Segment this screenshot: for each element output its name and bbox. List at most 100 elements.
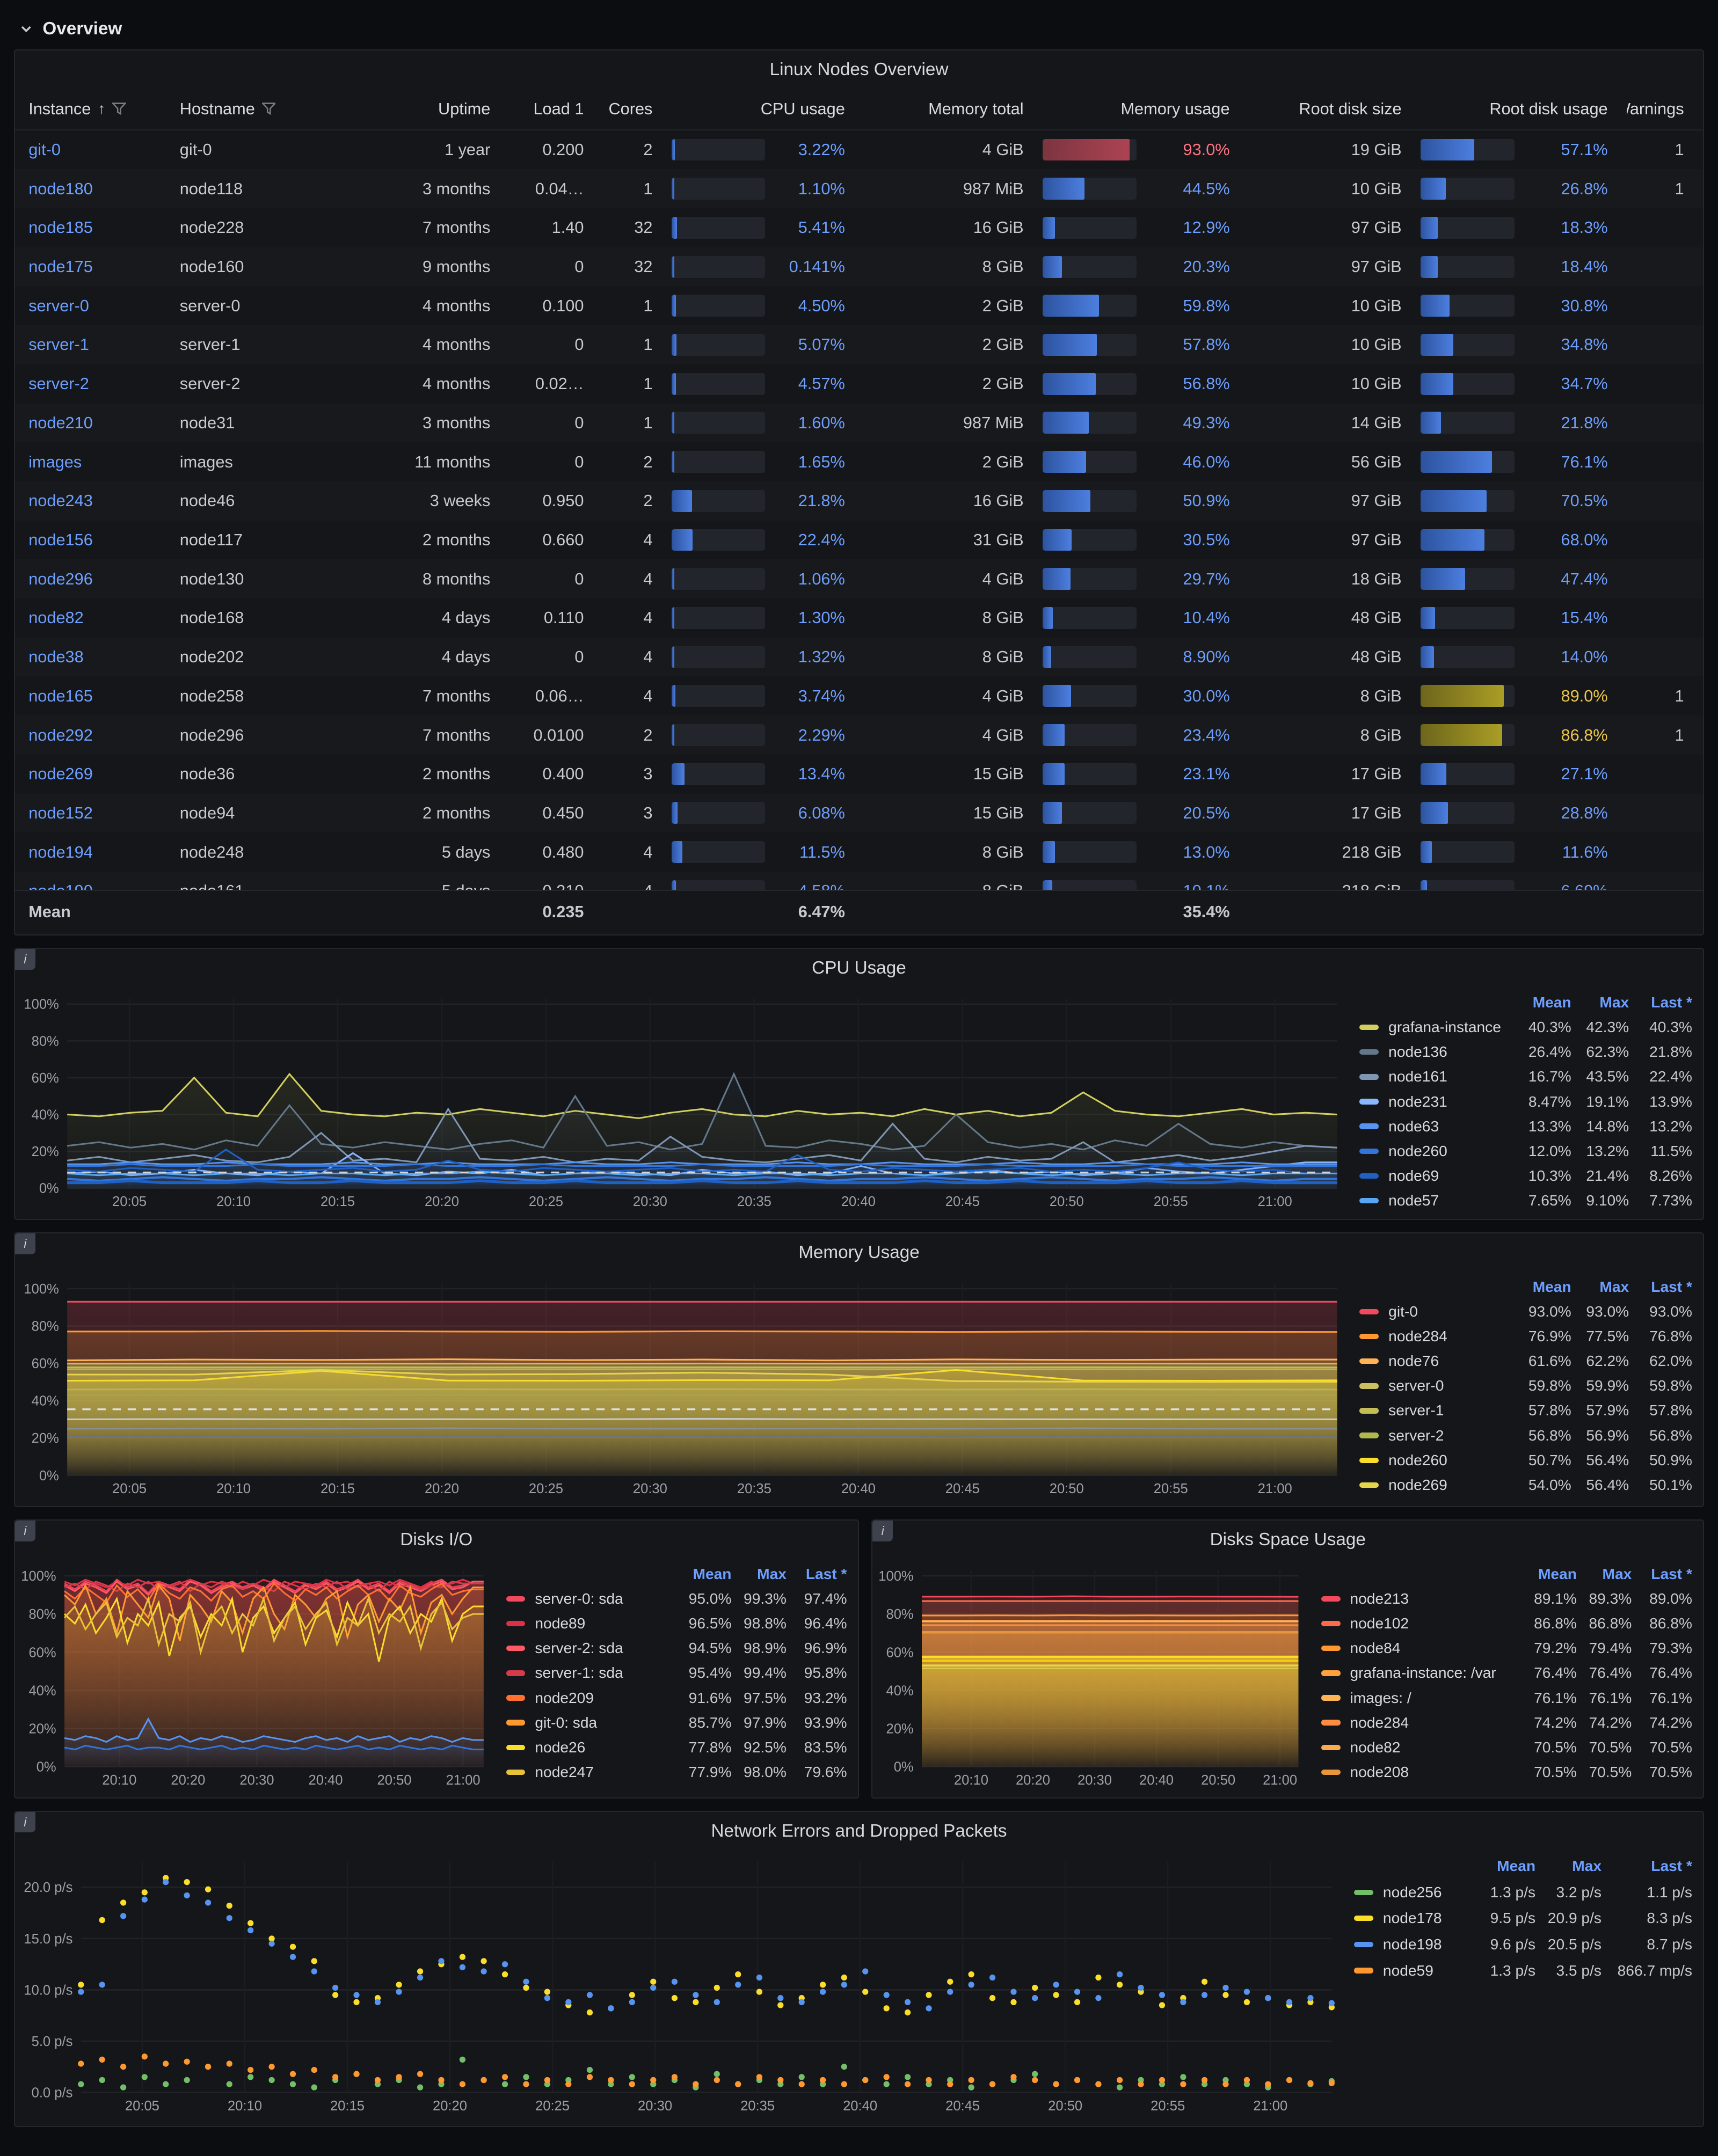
legend-item[interactable]: node284 74.2% 74.2% 74.2%	[1321, 1711, 1692, 1735]
legend-item[interactable]: node284 76.9% 77.5% 76.8%	[1359, 1324, 1692, 1349]
panel-title-disks-io[interactable]: Disks I/O	[400, 1530, 473, 1550]
instance-link[interactable]: node180	[28, 179, 93, 198]
disks-space-usage-chart[interactable]: 0% 20% 40% 60% 80% 100% 20:10 20:20 20:30 20:40 20…	[875, 1559, 1307, 1789]
instance-link[interactable]: images	[28, 452, 82, 471]
legend-item[interactable]: node59 1.3 p/s 3.5 p/s 866.7 mp/s	[1354, 1957, 1692, 1984]
disks-io-chart[interactable]: 0% 20% 40% 60% 80% 100% 20:10 20:20 20:30 20:40 20…	[18, 1559, 492, 1789]
table-row[interactable]: node156 node117 2 months 0.660 4 22.4% 31 GiB 3…	[15, 521, 1704, 560]
table-row[interactable]: node292 node296 7 months 0.0100 2 2.29% 4 GiB 2…	[15, 715, 1704, 755]
table-row[interactable]: node296 node130 8 months 0 4 1.06% 4 GiB 29.7% 1…	[15, 559, 1704, 598]
section-row-overview[interactable]: Overview	[14, 8, 1705, 49]
legend-item[interactable]: node231 8.47% 19.1% 13.9%	[1359, 1089, 1692, 1114]
instance-link[interactable]: node156	[28, 530, 93, 549]
table-row[interactable]: node82 node168 4 days 0.110 4 1.30% 8 GiB 10.4%…	[15, 598, 1704, 638]
legend-item[interactable]: node161 16.7% 43.5% 22.4%	[1359, 1064, 1692, 1089]
legend-item[interactable]: grafana-instance: /var 76.4% 76.4% 76.4%	[1321, 1661, 1692, 1685]
panel-title-memory[interactable]: Memory Usage	[798, 1243, 920, 1263]
col-header-cores[interactable]: Cores	[608, 99, 653, 119]
instance-link[interactable]: node38	[28, 647, 84, 667]
legend-item[interactable]: node260 12.0% 13.2% 11.5%	[1359, 1139, 1692, 1164]
instance-link[interactable]: node185	[28, 218, 93, 237]
filter-icon[interactable]	[261, 102, 276, 116]
instance-link[interactable]: git-0	[28, 140, 61, 159]
col-header-warnings[interactable]: Warnings	[1627, 99, 1684, 119]
legend-item[interactable]: server-0: sda 95.0% 99.3% 97.4%	[506, 1587, 847, 1611]
instance-link[interactable]: node296	[28, 569, 93, 588]
instance-link[interactable]: node292	[28, 725, 93, 744]
table-row[interactable]: node175 node160 9 months 0 32 0.141% 8 GiB 20.3…	[15, 247, 1704, 287]
instance-link[interactable]: node152	[28, 803, 93, 822]
col-header-root-disk-size[interactable]: Root disk size	[1299, 99, 1402, 119]
panel-info-icon[interactable]: i	[14, 949, 35, 970]
table-row[interactable]: node210 node31 3 months 0 1 1.60% 987 MiB 49.3%…	[15, 404, 1704, 443]
instance-link[interactable]: server-1	[28, 335, 89, 354]
legend-item[interactable]: git-0: sda 85.7% 97.9% 93.9%	[506, 1711, 847, 1735]
instance-link[interactable]: node269	[28, 764, 93, 784]
filter-icon[interactable]	[112, 102, 126, 116]
table-row[interactable]: server-0 server-0 4 months 0.100 1 4.50% 2 GiB…	[15, 286, 1704, 325]
legend-item[interactable]: node269 54.0% 56.4% 50.1%	[1359, 1473, 1692, 1497]
legend-item[interactable]: node89 96.5% 98.8% 96.4%	[506, 1611, 847, 1636]
col-header-instance[interactable]: Instance ↑	[15, 89, 180, 129]
col-header-root-disk-usage[interactable]: Root disk usage	[1489, 99, 1608, 119]
col-header-memory-usage[interactable]: Memory usage	[1120, 99, 1230, 119]
instance-link[interactable]: server-2	[28, 374, 89, 393]
network-errors-chart[interactable]: 0.0 p/s 5.0 p/s 10.0 p/s 15.0 p/s 20.0 p/s 20…	[18, 1851, 1341, 2115]
legend-item[interactable]: node82 70.5% 70.5% 70.5%	[1321, 1735, 1692, 1760]
panel-info-icon[interactable]: i	[872, 1521, 893, 1541]
legend-item[interactable]: node102 86.8% 86.8% 86.8%	[1321, 1611, 1692, 1636]
legend-item[interactable]: git-0 93.0% 93.0% 93.0%	[1359, 1299, 1692, 1324]
panel-title-nodes-table[interactable]: Linux Nodes Overview	[769, 59, 949, 79]
panel-info-icon[interactable]: i	[14, 1233, 35, 1254]
col-header-cpu-usage[interactable]: CPU usage	[760, 99, 845, 119]
legend-item[interactable]: node84 79.2% 79.4% 79.3%	[1321, 1636, 1692, 1661]
table-row[interactable]: images images 11 months 0 2 1.65% 2 GiB 46.0% 56…	[15, 442, 1704, 481]
instance-link[interactable]: node82	[28, 608, 84, 627]
legend-item[interactable]: node57 7.65% 9.10% 7.73%	[1359, 1188, 1692, 1213]
instance-link[interactable]: server-0	[28, 296, 89, 315]
panel-title-disks-space[interactable]: Disks Space Usage	[1210, 1530, 1366, 1550]
col-header-load1[interactable]: Load 1	[533, 99, 584, 119]
legend-item[interactable]: node136 26.4% 62.3% 21.8%	[1359, 1040, 1692, 1064]
table-row[interactable]: node180 node118 3 months 0.04… 1 1.10% 987 MiB…	[15, 169, 1704, 208]
instance-link[interactable]: node165	[28, 686, 93, 705]
instance-link[interactable]: node210	[28, 413, 93, 432]
legend-item[interactable]: node260 50.7% 56.4% 50.9%	[1359, 1448, 1692, 1473]
panel-title-network[interactable]: Network Errors and Dropped Packets	[711, 1821, 1007, 1841]
legend-item[interactable]: server-2 56.8% 56.9% 56.8%	[1359, 1423, 1692, 1448]
legend-item[interactable]: node209 91.6% 97.5% 93.2%	[506, 1685, 847, 1710]
legend-item[interactable]: server-2: sda 94.5% 98.9% 96.9%	[506, 1636, 847, 1661]
table-row[interactable]: node152 node94 2 months 0.450 3 6.08% 15 GiB 20…	[15, 794, 1704, 833]
cpu-usage-chart[interactable]: 0% 20% 40% 60% 80% 100% 20:05 20:10 20:15 20:20 20…	[18, 988, 1346, 1210]
panel-info-icon[interactable]: i	[14, 1812, 35, 1833]
legend-item[interactable]: node198 9.6 p/s 20.5 p/s 8.7 p/s	[1354, 1932, 1692, 1958]
col-header-uptime[interactable]: Uptime	[438, 99, 491, 119]
panel-info-icon[interactable]: i	[14, 1521, 35, 1541]
legend-item[interactable]: node63 13.3% 14.8% 13.2%	[1359, 1114, 1692, 1139]
instance-link[interactable]: node190	[15, 872, 180, 890]
col-header-hostname[interactable]: Hostname	[180, 89, 372, 129]
table-row[interactable]: node165 node258 7 months 0.06… 4 3.74% 4 GiB 30…	[15, 676, 1704, 715]
legend-item[interactable]: node178 9.5 p/s 20.9 p/s 8.3 p/s	[1354, 1905, 1692, 1932]
table-row[interactable]: node38 node202 4 days 0 4 1.32% 8 GiB 8.90% 48 G…	[15, 638, 1704, 677]
legend-item[interactable]: node26 77.8% 92.5% 83.5%	[506, 1735, 847, 1760]
legend-item[interactable]: node69 10.3% 21.4% 8.26%	[1359, 1164, 1692, 1188]
legend-item[interactable]: node208 70.5% 70.5% 70.5%	[1321, 1760, 1692, 1785]
table-row[interactable]: server-1 server-1 4 months 0 1 5.07% 2 GiB 57.8…	[15, 325, 1704, 364]
legend-item[interactable]: node213 89.1% 89.3% 89.0%	[1321, 1587, 1692, 1611]
table-row[interactable]: server-2 server-2 4 months 0.02… 1 4.57% 2 GiB…	[15, 364, 1704, 404]
legend-item[interactable]: server-1: sda 95.4% 99.4% 95.8%	[506, 1661, 847, 1685]
legend-item[interactable]: node247 77.9% 98.0% 79.6%	[506, 1760, 847, 1785]
table-row[interactable]: node185 node228 7 months 1.40 32 5.41% 16 GiB 1…	[15, 208, 1704, 247]
table-row[interactable]: node194 node248 5 days 0.480 4 11.5% 8 GiB 13.0…	[15, 832, 1704, 872]
legend-item[interactable]: server-0 59.8% 59.9% 59.8%	[1359, 1373, 1692, 1398]
memory-usage-chart[interactable]: 0% 20% 40% 60% 80% 100% 20:05 20:10 20:15 20:20 20…	[18, 1272, 1346, 1497]
instance-link[interactable]: node175	[28, 257, 93, 276]
instance-link[interactable]: node194	[28, 842, 93, 861]
panel-title-cpu[interactable]: CPU Usage	[812, 958, 906, 978]
table-row[interactable]: node269 node36 2 months 0.400 3 13.4% 15 GiB 23…	[15, 755, 1704, 794]
legend-item[interactable]: grafana-instance 40.3% 42.3% 40.3%	[1359, 1015, 1692, 1040]
legend-item[interactable]: node76 61.6% 62.2% 62.0%	[1359, 1349, 1692, 1373]
col-header-memory-total[interactable]: Memory total	[928, 99, 1024, 119]
